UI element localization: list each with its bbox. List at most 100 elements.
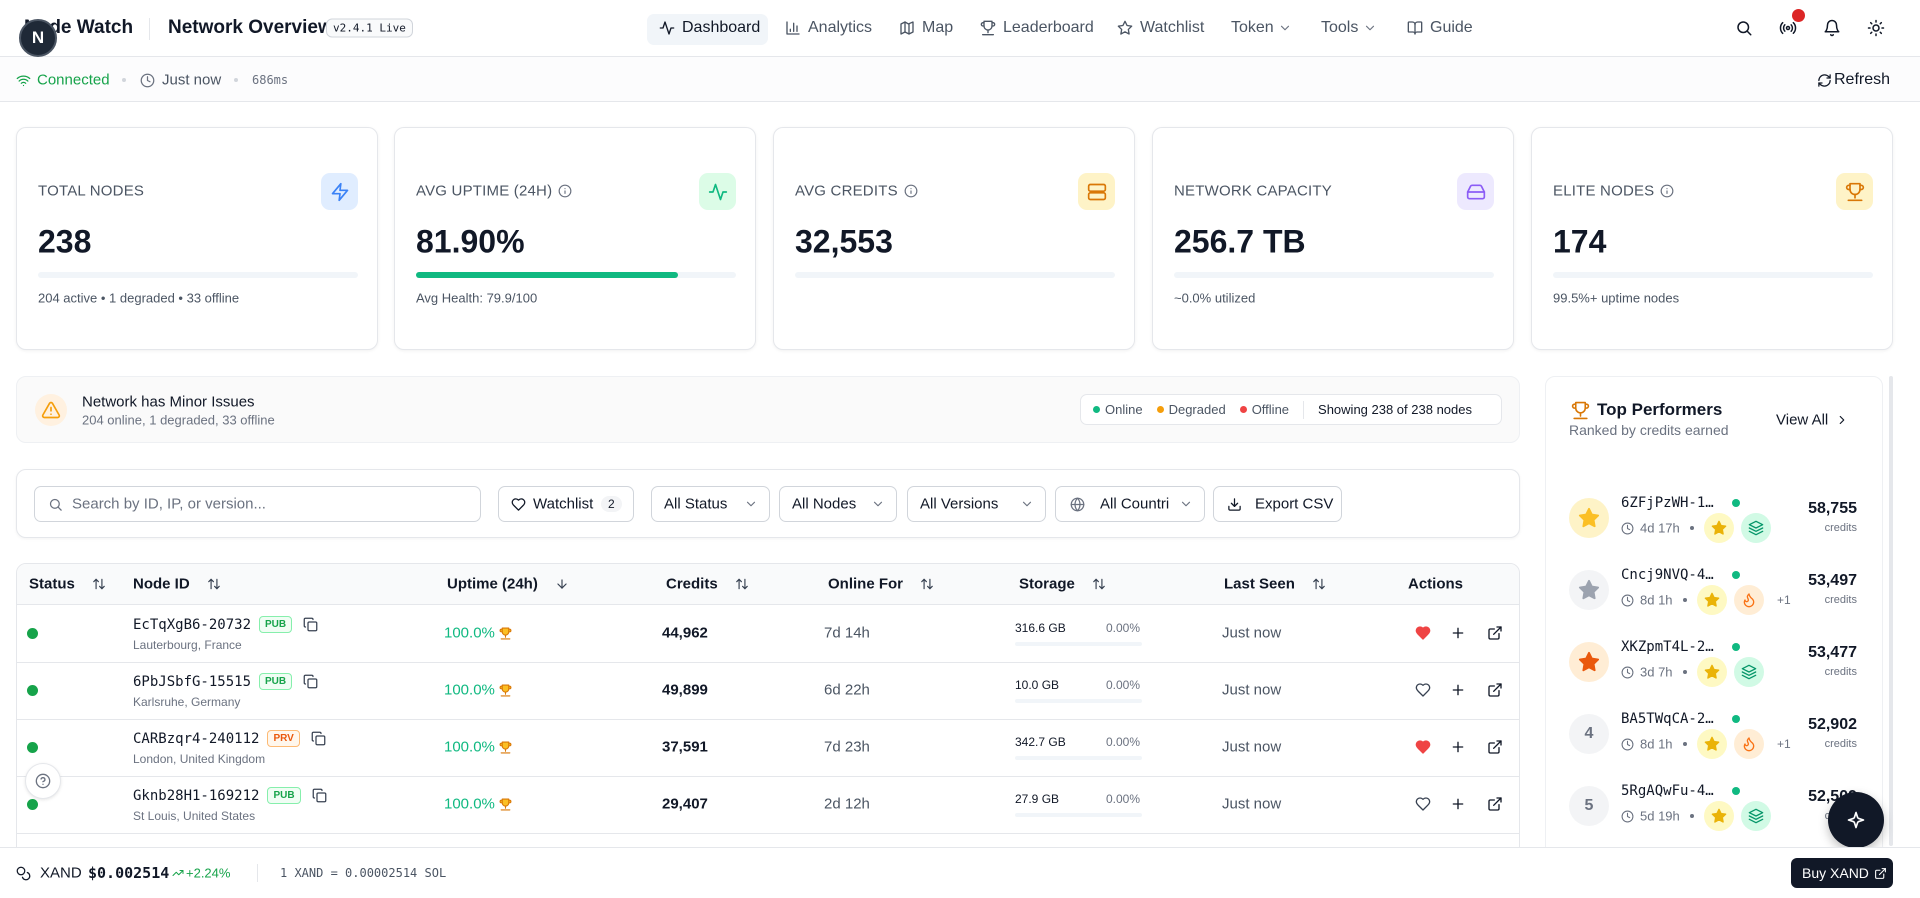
icon[interactable]: [1779, 19, 1797, 37]
icon[interactable]: [1487, 739, 1503, 755]
icon: [16, 73, 31, 88]
icon-svg: [1415, 740, 1431, 754]
buy-button[interactable]: Buy XAND: [1791, 858, 1893, 888]
export-button[interactable]: Export CSV: [1213, 486, 1342, 522]
icon[interactable]: [555, 577, 569, 591]
icon-svg: [303, 617, 318, 632]
nav-link[interactable]: Dashboard: [682, 19, 761, 36]
icon[interactable]: [1450, 682, 1466, 698]
uptime: 100.0%: [444, 738, 495, 756]
icon[interactable]: [1415, 739, 1431, 755]
progress-track: [1553, 272, 1873, 278]
nav-link[interactable]: Map: [922, 19, 954, 36]
filter-select[interactable]: All Status: [651, 486, 770, 522]
icon-path: [786, 21, 800, 35]
stat-label: TOTAL NODES: [38, 182, 145, 200]
node-id-cell: 6PbJSbfG-15515 PUB: [133, 673, 318, 690]
icon-circle: [1621, 810, 1633, 822]
icon-path: [1748, 808, 1764, 817]
dev-avatar[interactable]: N: [19, 19, 57, 57]
icon-path: [1874, 869, 1884, 879]
stat-value: 256.7 TB: [1174, 223, 1306, 260]
copy-button[interactable]: [303, 617, 318, 632]
watchlist-count: 2: [601, 496, 622, 512]
icon[interactable]: [1450, 625, 1466, 641]
nav-link[interactable]: Watchlist: [1140, 19, 1205, 36]
icon[interactable]: [1312, 577, 1326, 591]
icon-path: [1626, 668, 1630, 674]
icon-svg: [35, 773, 51, 789]
icon[interactable]: [1450, 739, 1466, 755]
icon-svg: [1488, 797, 1502, 811]
nav-link[interactable]: Analytics: [808, 19, 873, 36]
filter-select[interactable]: All Countri: [1055, 486, 1205, 522]
copy-button[interactable]: [311, 731, 326, 746]
icon: [48, 497, 63, 512]
performer-uptime: 8d 1h: [1640, 736, 1673, 752]
refresh-button[interactable]: Refresh: [1834, 71, 1891, 88]
icon[interactable]: [1487, 682, 1503, 698]
icon[interactable]: [735, 577, 749, 591]
icon[interactable]: [1450, 796, 1466, 812]
icon-path: [1792, 21, 1797, 34]
icon: [511, 497, 526, 512]
nav-link[interactable]: Token: [1231, 19, 1274, 36]
stat-label: NETWORK CAPACITY: [1174, 182, 1332, 200]
icon-svg: [1022, 501, 1032, 507]
copy-button[interactable]: [303, 674, 318, 689]
search-placeholder: Search by ID, IP, or version...: [72, 495, 266, 513]
node-id-cell: CARBzqr4-240112 PRV: [133, 730, 326, 747]
filter-select[interactable]: All Nodes: [779, 486, 897, 522]
icon[interactable]: [1092, 577, 1106, 591]
icon-path: [1748, 530, 1764, 536]
icon[interactable]: [1735, 19, 1753, 37]
nav-link[interactable]: Guide: [1430, 19, 1473, 36]
sep-dot: [122, 78, 126, 82]
nav-link[interactable]: Leaderboard: [1003, 19, 1094, 36]
icon[interactable]: [1487, 796, 1503, 812]
icon-svg: [1452, 627, 1464, 639]
icon-svg: [49, 498, 62, 511]
icon[interactable]: [92, 577, 106, 591]
icon[interactable]: [207, 577, 221, 591]
icon-path: [1626, 524, 1630, 530]
icon-path: [172, 870, 184, 876]
icon-path: [708, 183, 727, 200]
search-input[interactable]: Search by ID, IP, or version...: [34, 486, 481, 522]
nav-link[interactable]: Tools: [1321, 19, 1359, 36]
icon-circle: [1872, 24, 1880, 32]
icon-path: [1748, 520, 1764, 529]
icon-path: [1626, 812, 1630, 818]
icon[interactable]: [1415, 682, 1431, 698]
icon-rect: [307, 678, 318, 689]
icon[interactable]: [1487, 625, 1503, 641]
assistant-button[interactable]: [1828, 792, 1884, 848]
credits-unit: credits: [1824, 666, 1857, 678]
icon-path: [1578, 651, 1600, 672]
copy-button[interactable]: [312, 788, 327, 803]
icon-svg: [1415, 626, 1431, 640]
help-button[interactable]: [25, 763, 61, 799]
icon-path: [1748, 527, 1764, 532]
filter-select[interactable]: All Versions: [907, 486, 1046, 522]
watchlist-button[interactable]: Watchlist 2: [498, 486, 634, 522]
icon: [1846, 810, 1866, 830]
notification-dot: [1792, 9, 1805, 22]
icon: [1874, 867, 1887, 880]
icon[interactable]: [1415, 796, 1431, 812]
icon-svg: [93, 578, 105, 590]
icon: [1835, 413, 1849, 427]
view-all[interactable]: View All: [1776, 411, 1829, 429]
icon-path: [991, 22, 996, 27]
icon[interactable]: [1867, 19, 1885, 37]
icon[interactable]: [1823, 19, 1841, 37]
legend-label: Degraded: [1168, 402, 1226, 417]
node-location: London, United Kingdom: [133, 752, 266, 766]
icon-svg: [41, 401, 61, 419]
icon[interactable]: [920, 577, 934, 591]
icon[interactable]: [1817, 73, 1832, 88]
icon[interactable]: [1415, 625, 1431, 641]
visibility-tag: PUB: [259, 616, 293, 633]
icon-path: [1743, 737, 1755, 752]
rank-badge: 5: [1569, 786, 1609, 826]
